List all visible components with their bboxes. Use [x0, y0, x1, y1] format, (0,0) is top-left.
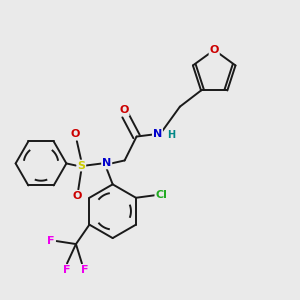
- Text: O: O: [71, 130, 80, 140]
- Text: O: O: [119, 105, 129, 115]
- Text: F: F: [81, 265, 89, 275]
- Text: F: F: [63, 265, 70, 275]
- Text: Cl: Cl: [155, 190, 167, 200]
- Text: O: O: [209, 45, 219, 55]
- Text: F: F: [47, 236, 55, 246]
- Text: N: N: [153, 129, 162, 139]
- Text: S: S: [77, 160, 85, 170]
- Text: N: N: [102, 158, 111, 168]
- Text: O: O: [72, 191, 82, 201]
- Text: H: H: [167, 130, 175, 140]
